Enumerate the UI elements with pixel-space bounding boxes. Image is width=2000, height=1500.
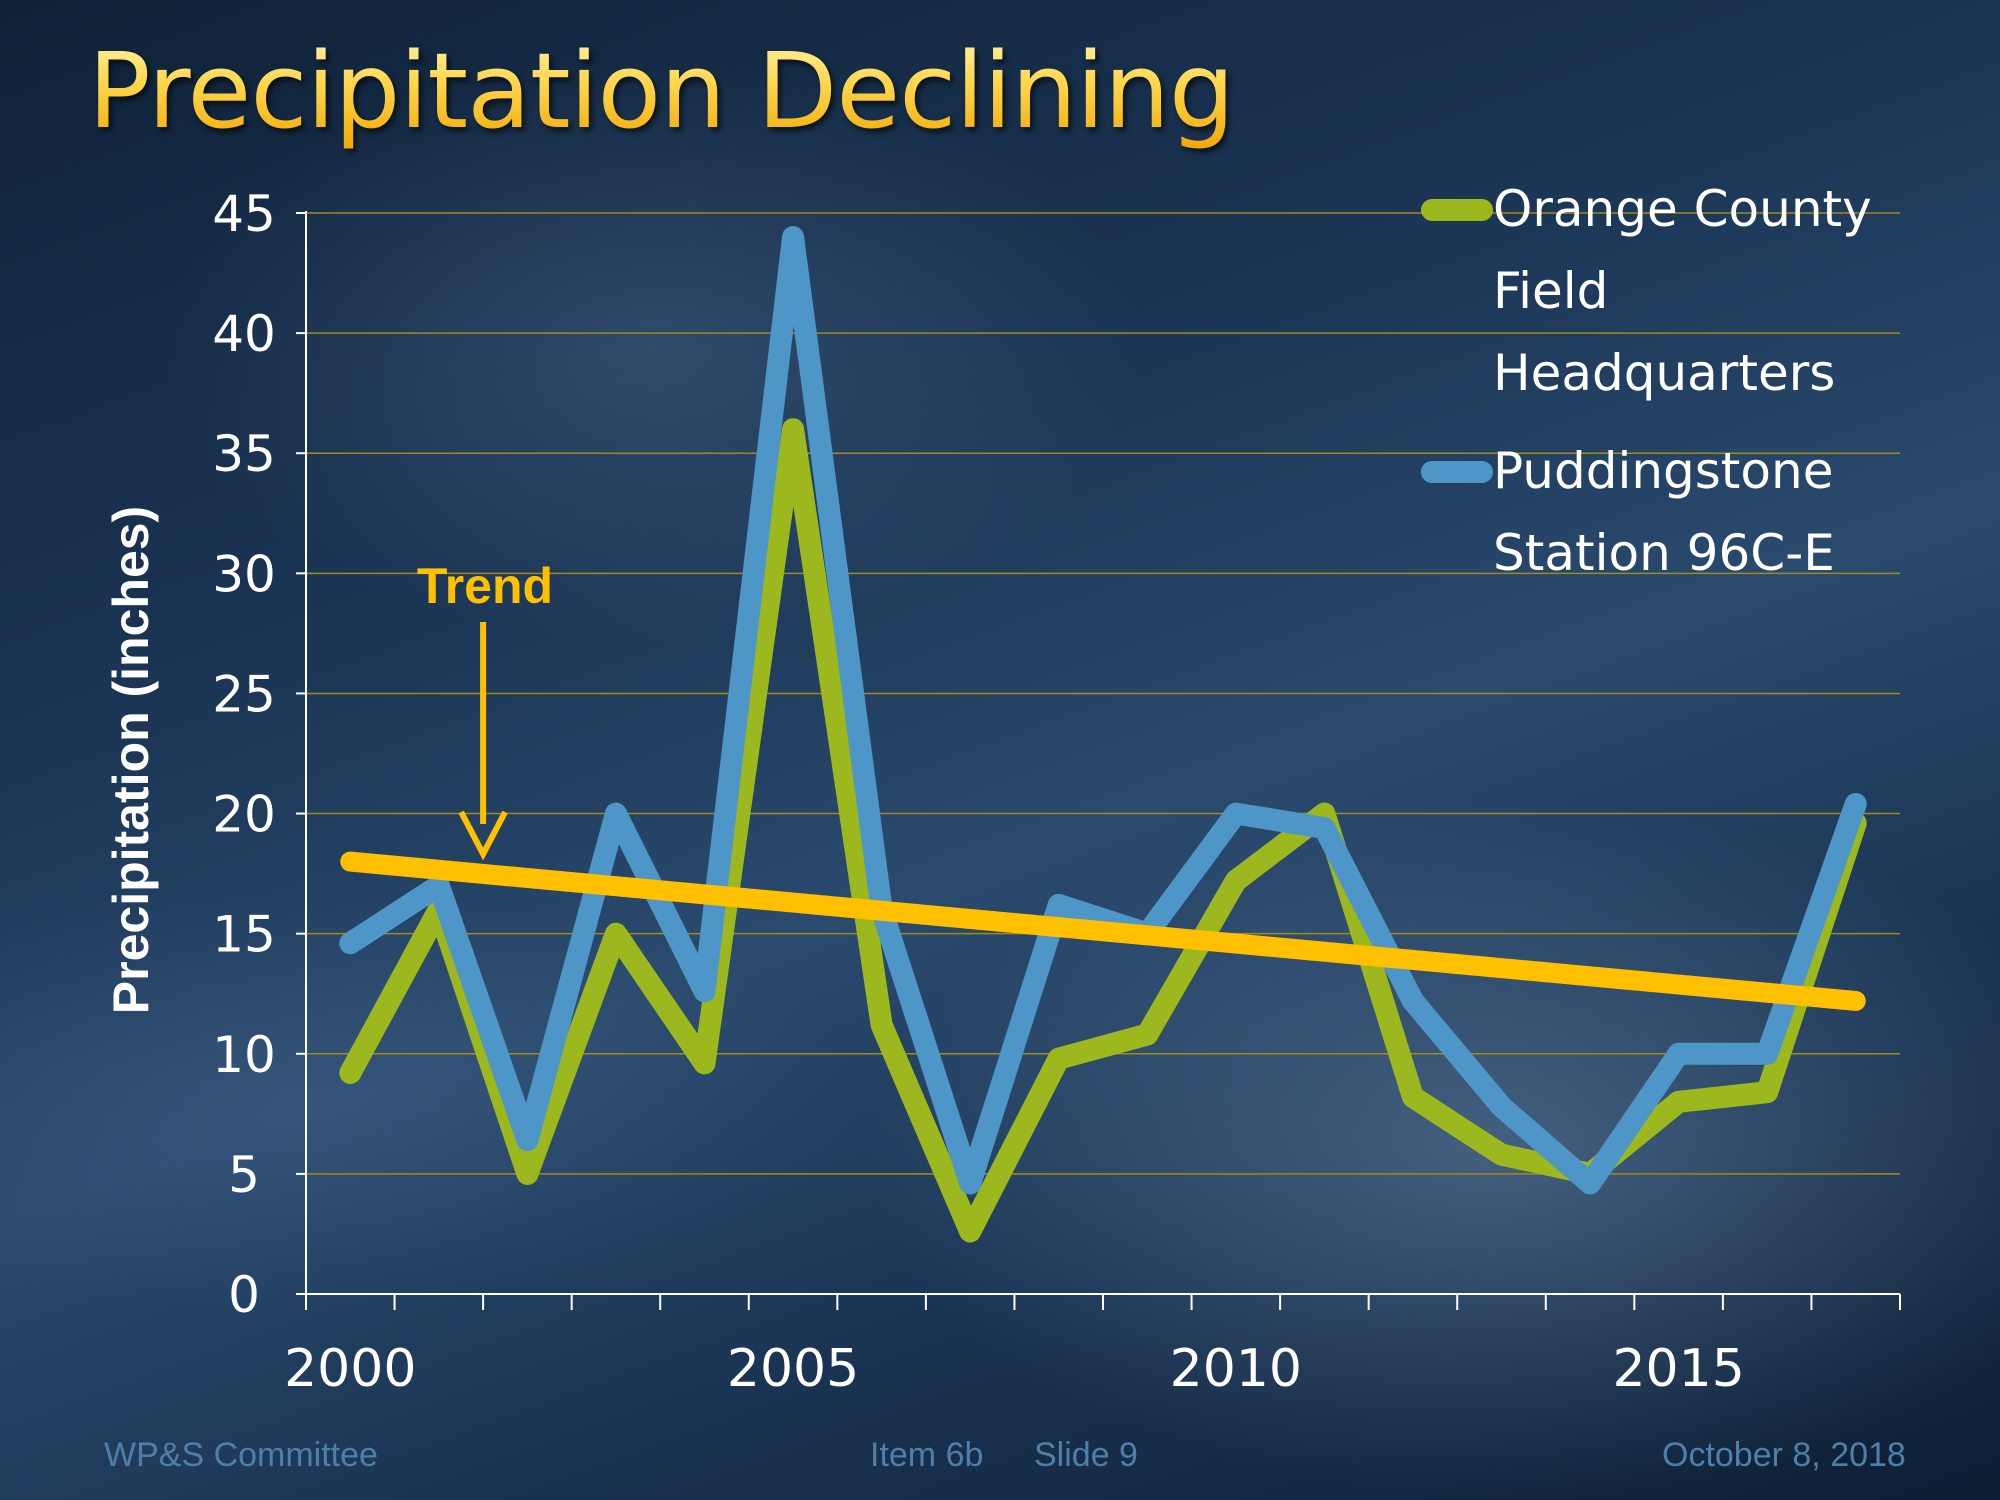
y-axis-label: Precipitation (inches) [103,506,159,1014]
y-tick-labels: 0 5 10 15 20 25 30 35 40 45 [212,185,276,1324]
legend-line: Orange County [1493,180,1872,238]
x-tick-label: 2015 [1612,1339,1744,1399]
footer-item: Item 6b [870,1436,984,1474]
y-tick-label: 30 [212,545,276,603]
legend-label-orange-county: Orange County Field Headquarters [1493,168,1973,414]
legend-swatches [1421,199,1493,483]
y-tick-label: 10 [212,1026,276,1084]
y-tick-label: 35 [212,425,276,483]
y-tick-label: 0 [228,1266,260,1324]
series-lines [339,226,1867,1243]
trend-arrow-head [458,810,508,861]
x-tick-label: 2000 [284,1339,416,1399]
legend-line: Field [1493,262,1609,320]
trend-group [340,622,1866,1011]
y-tick-label: 40 [212,305,276,363]
legend-line: Headquarters [1493,344,1836,402]
legend-line: Station 96C-E [1493,524,1835,582]
y-tick-label: 25 [212,665,276,723]
legend-label-puddingstone: Puddingstone Station 96C-E [1493,430,1973,594]
axes [296,211,1901,1310]
footer-committee: WP&S Committee [104,1436,378,1474]
y-tick-label: 20 [212,786,276,844]
y-tick-label: 15 [212,906,276,964]
trend-line [340,851,1866,1011]
legend-line: Puddingstone [1493,442,1834,500]
slide-title: Precipitation Declining [88,30,1235,152]
x-tick-label: 2010 [1170,1339,1302,1399]
footer-slide: Slide 9 [1034,1436,1138,1474]
x-tick-labels: 2000 2005 2010 2015 [284,1339,1745,1399]
trend-annotation-label: Trend [417,558,553,614]
series-line-puddingstone [339,226,1867,1195]
y-tick-label: 45 [212,185,276,243]
x-tick-label: 2005 [727,1339,859,1399]
footer-date: October 8, 2018 [1662,1436,1906,1474]
y-tick-label: 5 [228,1146,260,1204]
